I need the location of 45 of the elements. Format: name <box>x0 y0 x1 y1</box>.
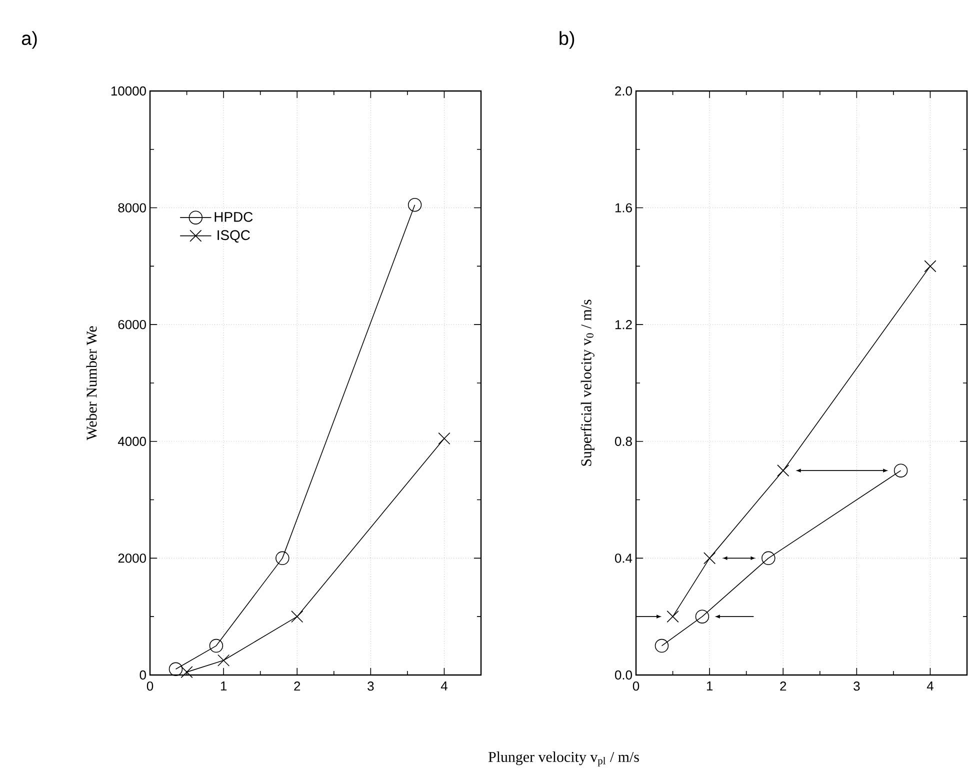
y-tick-label: 0.0 <box>614 670 632 680</box>
chart-title: a) <box>22 31 37 49</box>
point <box>291 610 304 623</box>
y-tick-label: 2.0 <box>615 86 632 96</box>
x-tick-label: 4 <box>926 682 934 690</box>
point <box>408 198 422 212</box>
point <box>762 551 776 566</box>
x-tick-label: 2 <box>294 682 300 691</box>
x-tick-label: 1 <box>706 682 713 690</box>
y-tick-label: 0.4 <box>614 554 632 563</box>
x-tick-label: 0 <box>146 682 154 691</box>
point <box>218 654 230 666</box>
y-tick-label: 10000 <box>111 86 146 96</box>
point <box>695 610 710 624</box>
x-tick-label: 0 <box>632 682 640 691</box>
point <box>438 432 450 444</box>
legend-label: HPDC <box>214 212 253 222</box>
legend-label: ISQC <box>218 230 250 243</box>
y-tick-label: 1.2 <box>615 320 632 330</box>
y-tick-label: 4000 <box>118 436 146 446</box>
y-axis-title: Superficial velocity v$_{0}$ / m/s <box>580 300 594 466</box>
point <box>704 552 716 564</box>
y-tick-label: 0.8 <box>614 436 632 446</box>
y-tick-label: 1.6 <box>615 203 632 212</box>
x-axis-title: Plunger velocity v$_{pl}$ / m/s <box>488 752 639 766</box>
y-tick-label: 2000 <box>118 554 146 563</box>
point <box>894 464 908 478</box>
y-tick-label: 0 <box>140 670 146 680</box>
y-axis-title: Weber Number We <box>86 326 97 440</box>
point <box>168 662 183 676</box>
y-tick-label: 6000 <box>118 320 146 330</box>
point <box>666 610 679 623</box>
point <box>209 638 224 653</box>
x-tick-label: 2 <box>780 682 786 691</box>
point <box>924 260 936 272</box>
x-tick-label: 4 <box>440 682 448 690</box>
point <box>276 551 290 566</box>
x-tick-label: 3 <box>368 682 374 691</box>
chart-title: b) <box>560 31 574 49</box>
point <box>180 666 193 678</box>
point <box>654 638 669 653</box>
point <box>777 464 790 477</box>
x-tick-label: 3 <box>854 682 860 691</box>
x-tick-label: 1 <box>220 682 227 690</box>
y-tick-label: 8000 <box>118 203 146 212</box>
